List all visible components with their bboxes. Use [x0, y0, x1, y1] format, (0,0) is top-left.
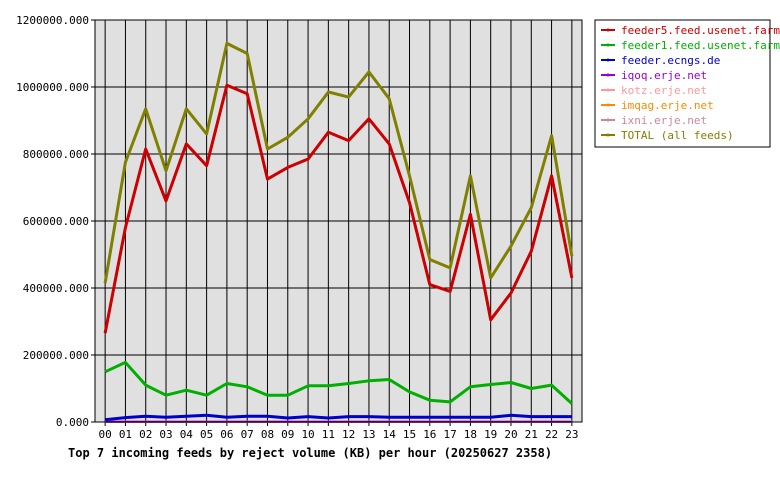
- x-tick-label: 21: [525, 428, 538, 441]
- x-tick-label: 11: [322, 428, 335, 441]
- chart-caption: Top 7 incoming feeds by reject volume (K…: [68, 446, 552, 460]
- y-tick-label: 1000000.000: [16, 81, 89, 94]
- x-tick-label: 16: [423, 428, 436, 441]
- legend-label: TOTAL (all feeds): [621, 129, 734, 142]
- grid-lines: [95, 20, 582, 422]
- x-tick-label: 15: [403, 428, 416, 441]
- x-tick-label: 20: [504, 428, 517, 441]
- legend-item: feeder.ecngs.de: [601, 54, 720, 67]
- x-tick-label: 06: [220, 428, 233, 441]
- legend-label: kotz.erje.net: [621, 84, 707, 97]
- x-tick-label: 19: [484, 428, 497, 441]
- x-tick-label: 12: [342, 428, 355, 441]
- x-tick-label: 03: [159, 428, 172, 441]
- legend-item: imqag.erje.net: [601, 99, 714, 112]
- y-tick-label: 600000.000: [23, 215, 89, 228]
- legend-marker: [606, 118, 610, 122]
- series-line-feeder-ecngs-de: [104, 413, 572, 422]
- x-tick-label: 00: [99, 428, 112, 441]
- x-tick-label: 05: [200, 428, 213, 441]
- y-tick-label: 0.000: [56, 416, 89, 429]
- legend-item: iqoq.erje.net: [601, 69, 707, 82]
- legend-label: ixni.erje.net: [621, 114, 707, 127]
- x-axis-ticks: 00 01 02 03 04 05 06 07 08 09 10 11 12 13 14 15 16 17 18 19…: [99, 422, 578, 441]
- legend-marker: [606, 28, 610, 32]
- legend: feeder5.feed.usenet.farm feeder1.feed.use…: [601, 24, 780, 142]
- legend-marker: [606, 133, 610, 137]
- y-tick-label: 200000.000: [23, 349, 89, 362]
- legend-marker: [606, 103, 610, 107]
- x-tick-label: 13: [362, 428, 375, 441]
- legend-item: kotz.erje.net: [601, 84, 707, 97]
- x-tick-label: 17: [443, 428, 456, 441]
- legend-marker: [606, 43, 610, 47]
- x-tick-label: 04: [180, 428, 194, 441]
- x-tick-label: 10: [301, 428, 314, 441]
- x-tick-label: 22: [545, 428, 558, 441]
- legend-label: imqag.erje.net: [621, 99, 714, 112]
- legend-box: [594, 19, 771, 148]
- legend-label: iqoq.erje.net: [621, 69, 707, 82]
- plot-frame: [94, 19, 583, 423]
- y-axis-ticks: 0.000 200000.000 400000.000 600000.000 80000…: [16, 14, 95, 429]
- legend-item: feeder1.feed.usenet.farm: [601, 39, 780, 52]
- series-line-total-all-feeds: [103, 41, 574, 284]
- legend-label: feeder5.feed.usenet.farm: [621, 24, 780, 37]
- legend-item: TOTAL (all feeds): [601, 129, 734, 142]
- y-tick-label: 1200000.000: [16, 14, 89, 27]
- x-tick-label: 08: [261, 428, 274, 441]
- legend-marker: [606, 88, 610, 92]
- x-tick-label: 02: [139, 428, 152, 441]
- y-tick-label: 800000.000: [23, 148, 89, 161]
- legend-marker: [606, 58, 610, 62]
- legend-label: feeder1.feed.usenet.farm: [621, 39, 780, 52]
- x-tick-label: 23: [565, 428, 578, 441]
- legend-item: ixni.erje.net: [601, 114, 707, 127]
- x-tick-label: 18: [464, 428, 477, 441]
- legend-label: feeder.ecngs.de: [621, 54, 720, 67]
- x-tick-label: 09: [281, 428, 294, 441]
- x-tick-label: 07: [241, 428, 254, 441]
- y-tick-label: 400000.000: [23, 282, 89, 295]
- x-tick-label: 01: [119, 428, 132, 441]
- x-tick-label: 14: [383, 428, 397, 441]
- series-line-feeder5-feed-usenet-farm: [103, 83, 574, 334]
- series-line-feeder1-feed-usenet-farm: [104, 360, 573, 405]
- legend-marker: [606, 73, 610, 77]
- legend-item: feeder5.feed.usenet.farm: [601, 24, 780, 37]
